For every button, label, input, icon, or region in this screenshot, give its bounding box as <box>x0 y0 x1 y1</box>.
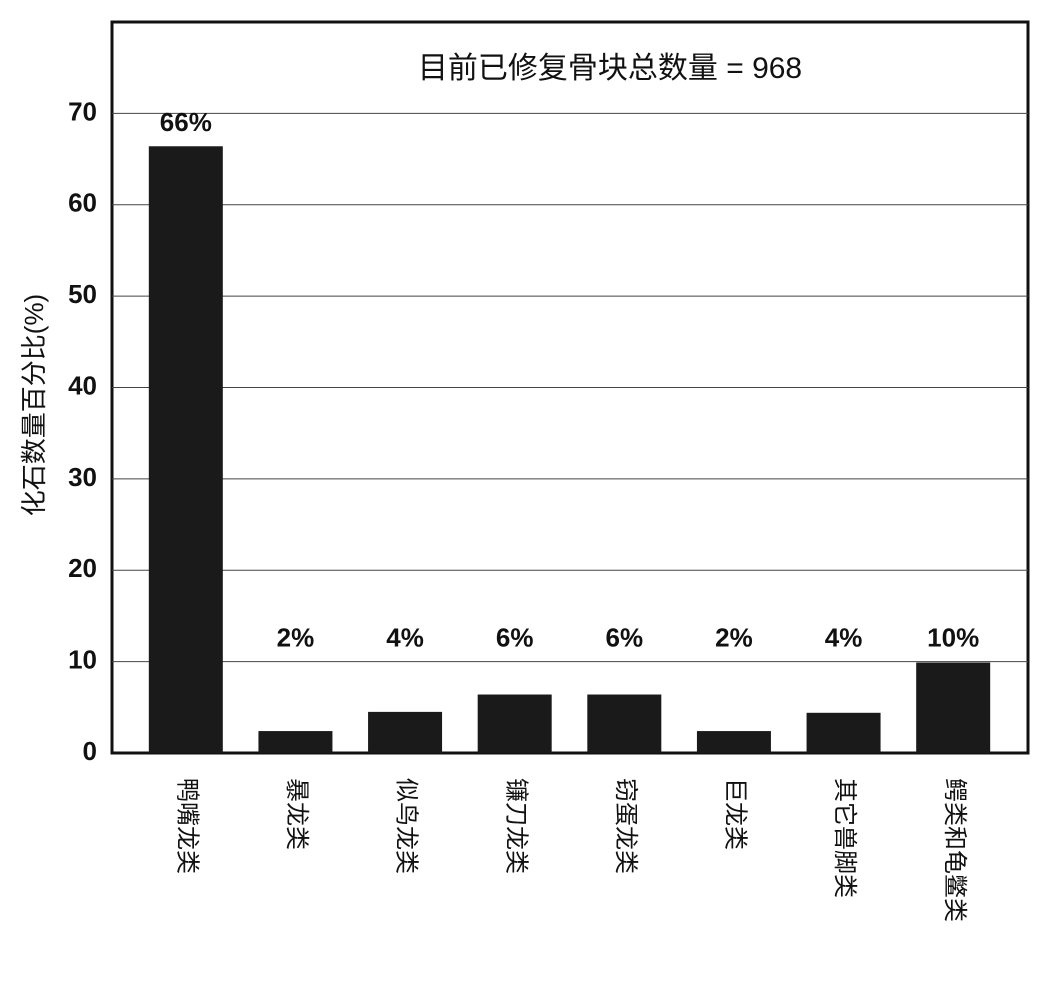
bar <box>368 711 443 753</box>
data-label: 66% <box>160 107 212 137</box>
x-tick-label: 鳄类和龟鳖类 <box>941 778 968 922</box>
y-axis-label: 化石数量百分比(%) <box>19 294 49 516</box>
chart-title: 目前已修复骨块总数量 = 968 <box>418 52 802 85</box>
x-tick-label: 其它兽脚类 <box>831 778 858 898</box>
x-tick-label: 暴龙类 <box>283 778 310 850</box>
bar <box>916 662 991 753</box>
y-tick-label: 60 <box>68 188 97 218</box>
data-label: 2% <box>715 623 753 653</box>
bar <box>587 694 662 753</box>
data-label: 6% <box>496 623 534 653</box>
y-tick-label: 10 <box>68 645 97 675</box>
x-tick-label: 窃蛋龙类 <box>612 778 639 874</box>
data-label: 4% <box>386 623 424 653</box>
bar <box>148 146 223 753</box>
x-tick-label: 镰刀龙类 <box>502 778 529 874</box>
y-tick-label: 30 <box>68 462 97 492</box>
y-tick-label: 20 <box>68 553 97 583</box>
bar <box>696 731 771 753</box>
bar <box>258 731 333 753</box>
data-label: 10% <box>927 623 979 653</box>
x-tick-label: 似鸟龙类 <box>393 778 420 874</box>
bar <box>477 694 552 753</box>
x-tick-label: 鸭嘴龙类 <box>173 778 200 874</box>
data-label: 4% <box>825 623 863 653</box>
y-tick-label: 50 <box>68 279 97 309</box>
y-tick-label: 40 <box>68 370 97 400</box>
bar <box>806 712 881 753</box>
data-label: 2% <box>277 623 315 653</box>
y-tick-label: 70 <box>68 96 97 126</box>
x-tick-label: 巨龙类 <box>722 778 749 850</box>
data-label: 6% <box>606 623 644 653</box>
y-tick-label: 0 <box>83 736 97 766</box>
